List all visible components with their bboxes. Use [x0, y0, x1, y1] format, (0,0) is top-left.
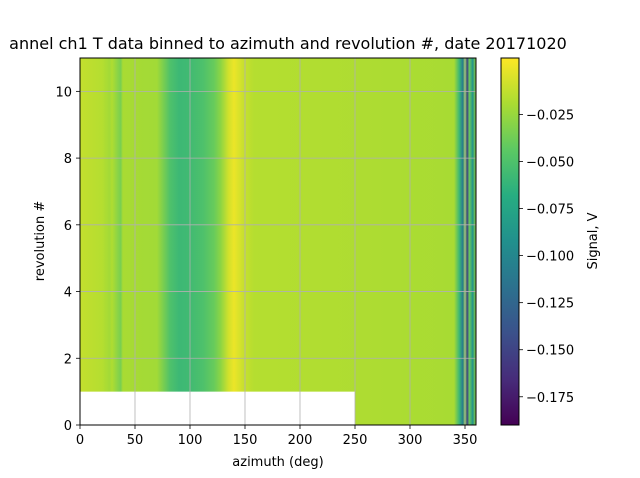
x-tick-label: 300	[398, 433, 423, 448]
y-tick-label: 10	[55, 85, 72, 100]
missing-data-regions	[80, 391, 355, 425]
colorbar-fill	[500, 57, 520, 426]
missing-data-region	[80, 391, 355, 425]
colorbar-label: Signal, V	[586, 212, 601, 269]
x-tick-label: 50	[127, 433, 144, 448]
x-tick-label: 150	[233, 433, 258, 448]
x-tick-label: 0	[76, 433, 84, 448]
colorbar-tick-label: −0.050	[526, 156, 574, 171]
colorbar-tick-label: −0.175	[526, 391, 574, 406]
plot-frame	[79, 57, 477, 426]
y-tick-label: 0	[64, 419, 72, 434]
colorbar-tick-label: −0.025	[526, 108, 574, 123]
x-tick-label: 250	[343, 433, 368, 448]
grid-lines	[79, 58, 476, 426]
heatmap-cells	[80, 58, 476, 425]
colorbar-tick-label: −0.100	[526, 250, 574, 265]
x-tick-label: 350	[453, 433, 478, 448]
y-tick-label: 8	[64, 152, 72, 167]
x-axis-label: azimuth (deg)	[232, 455, 323, 470]
x-tick-label: 200	[288, 433, 313, 448]
x-axis-ticks: 0 50 100 150 200 250 300 350	[76, 425, 478, 448]
y-tick-label: 6	[64, 219, 72, 234]
colorbar-tick-label: −0.150	[526, 344, 574, 359]
colorbar: −0.025 −0.050 −0.075 −0.100 −0.125 −0.150 −0.1…	[500, 57, 601, 426]
chart-title: annel ch1 T data binned to azimuth and r…	[9, 34, 567, 53]
colorbar-tick-label: −0.075	[526, 203, 574, 218]
y-axis-label: revolution #	[33, 201, 48, 281]
x-tick-label: 100	[178, 433, 203, 448]
y-axis-ticks: 0 2 4 6 8 10	[55, 85, 80, 434]
colorbar-tick-label: −0.125	[526, 297, 574, 312]
colorbar-ticks: −0.025 −0.050 −0.075 −0.100 −0.125 −0.150 −0.1…	[519, 108, 574, 406]
y-tick-label: 2	[64, 352, 72, 367]
y-tick-label: 4	[64, 286, 72, 301]
plot-area: 0 50 100 150 200 250 300 350 0 2 4 6 8 10	[55, 57, 478, 448]
